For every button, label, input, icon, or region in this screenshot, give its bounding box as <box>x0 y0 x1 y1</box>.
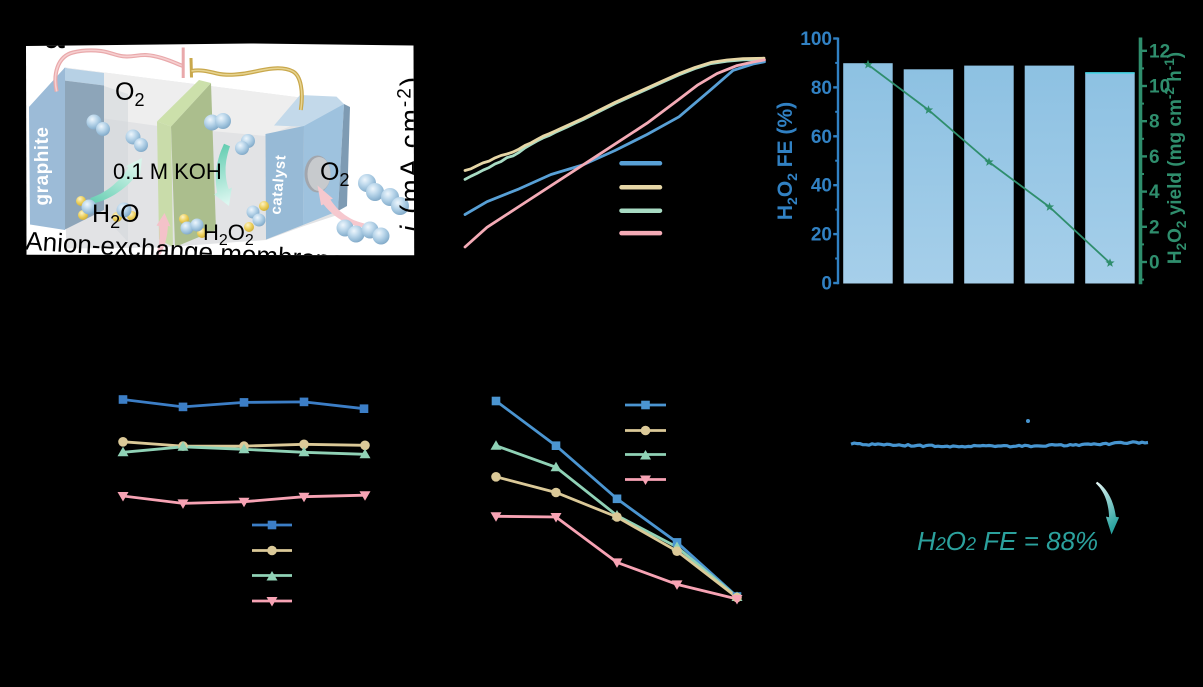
svg-text:H2O2 FE = 88%: H2O2 FE = 88% <box>917 526 1098 556</box>
svg-text:20: 20 <box>811 225 832 246</box>
svg-text:0: 0 <box>1149 253 1160 274</box>
svg-text:6: 6 <box>1149 147 1160 168</box>
svg-text:100: 100 <box>800 29 832 50</box>
svg-text:10: 10 <box>1149 77 1170 98</box>
svg-text:12: 12 <box>1149 41 1170 62</box>
svg-text:8: 8 <box>1149 112 1160 133</box>
svg-text:4: 4 <box>1149 182 1160 203</box>
svg-text:H2O2 FE (%): H2O2 FE (%) <box>774 102 800 220</box>
svg-text:2: 2 <box>1149 217 1160 238</box>
svg-text:80: 80 <box>811 78 832 99</box>
svg-text:catalyst: catalyst <box>267 154 289 215</box>
svg-text:H2O2 yield (mg cm-2 h-1): H2O2 yield (mg cm-2 h-1) <box>1162 52 1189 264</box>
svg-text:graphite: graphite <box>32 127 53 206</box>
svg-text:40: 40 <box>811 176 832 197</box>
svg-text:0.1 M KOH: 0.1 M KOH <box>113 159 222 184</box>
svg-text:60: 60 <box>811 127 832 148</box>
svg-text:a: a <box>45 15 66 56</box>
svg-text:j (mA cm-2): j (mA cm-2) <box>395 75 426 236</box>
svg-text:0: 0 <box>821 274 832 295</box>
